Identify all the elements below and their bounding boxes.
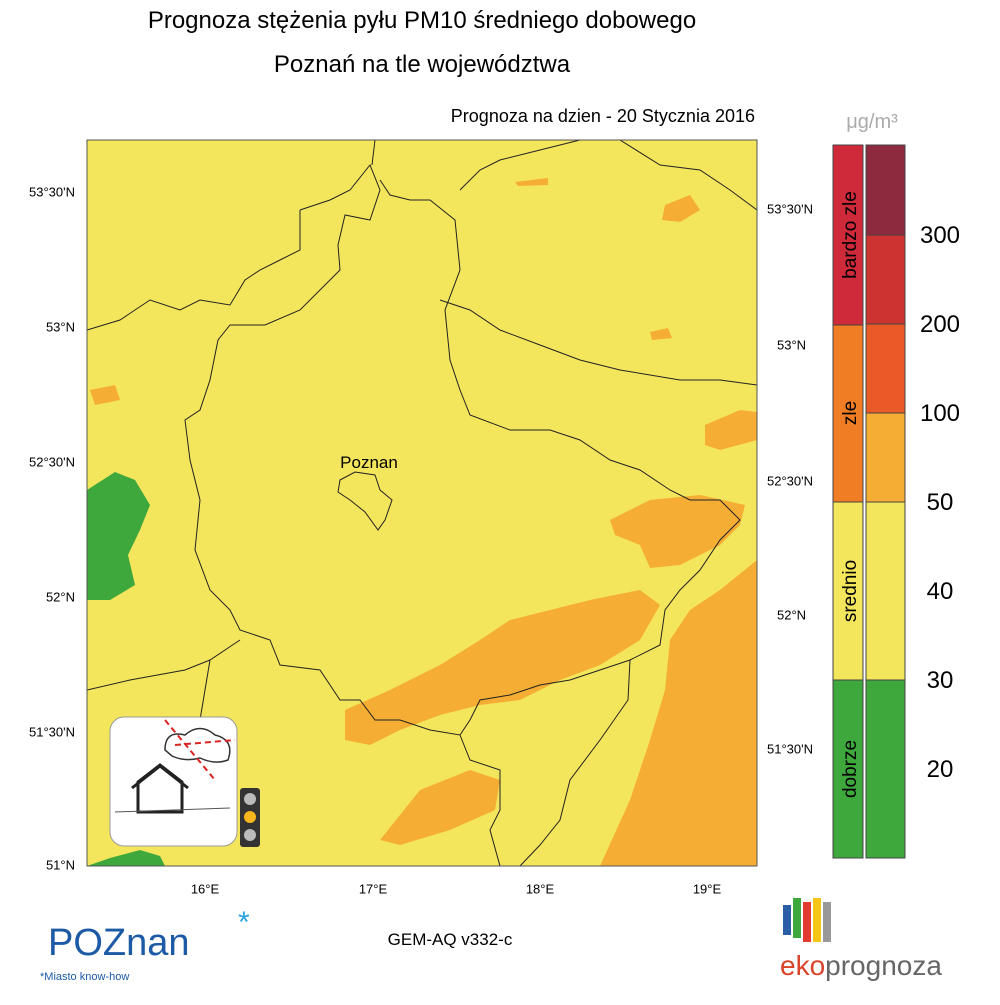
orange-zone	[515, 178, 548, 186]
legend-band	[832, 679, 864, 859]
orange-zone	[380, 770, 500, 845]
legend-value: 40	[927, 578, 954, 605]
subtitle: Poznań na tle województwa	[274, 51, 571, 78]
lon-label: 16°E	[191, 881, 220, 896]
model-label: GEM-AQ v332-c	[388, 930, 513, 949]
legend-value: 200	[920, 311, 960, 338]
lat-label: 52°30'N	[767, 473, 813, 488]
legend-band	[865, 501, 906, 681]
orange-zone	[662, 195, 700, 222]
weather-icon	[109, 716, 260, 847]
region-border	[459, 734, 501, 866]
map: 53°30'N 53°N 52°30'N 52°N 51°30'N 51°N 5…	[29, 139, 813, 896]
eko-logo-part: eko	[780, 950, 825, 981]
lat-label: 53°N	[777, 337, 806, 352]
legend-value: 50	[927, 489, 954, 516]
orange-zone	[600, 560, 757, 866]
legend-value: 100	[920, 400, 960, 427]
green-zone	[87, 850, 165, 866]
region-border	[459, 140, 581, 191]
eko-logo-part: prognoza	[825, 950, 942, 981]
eko-icon	[783, 898, 831, 942]
legend-band	[865, 144, 906, 236]
lat-label: 53°30'N	[767, 201, 813, 216]
legend-unit: μg/m³	[846, 111, 898, 133]
forecast-date: Prognoza na dzien - 20 Stycznia 2016	[451, 106, 755, 126]
orange-zone	[345, 590, 660, 745]
legend-band	[832, 501, 864, 681]
city-border	[337, 471, 393, 531]
legend-band	[832, 144, 864, 326]
orange-zone	[90, 385, 120, 405]
region-border	[87, 210, 301, 331]
orange-zone	[650, 328, 672, 340]
legend: μg/m³ bardzo zle zle srednio dobrze 300 …	[832, 111, 960, 859]
legend-band	[865, 412, 906, 503]
poznan-star: *	[238, 906, 250, 939]
legend-value: 30	[927, 667, 954, 694]
legend-band	[865, 234, 906, 325]
legend-band	[865, 679, 906, 859]
legend-value: 20	[927, 756, 954, 783]
orange-zone	[705, 410, 757, 450]
region-border	[619, 140, 757, 211]
city-label: Poznan	[340, 453, 398, 472]
lon-label: 19°E	[693, 881, 722, 896]
lat-label: 53°30'N	[29, 184, 75, 199]
region-border	[439, 299, 757, 386]
legend-category: zle	[840, 401, 861, 425]
poznan-tagline: *Miasto know-how	[40, 971, 129, 983]
legend-band	[865, 323, 906, 414]
lat-label: 52°30'N	[29, 454, 75, 469]
eko-logo: ekoprognoza	[780, 950, 942, 981]
lat-label: 52°N	[46, 589, 75, 604]
legend-category: dobrze	[840, 740, 861, 798]
legend-band	[832, 324, 864, 503]
lat-label: 51°30'N	[767, 741, 813, 756]
legend-category: bardzo zle	[840, 191, 861, 279]
orange-zone	[610, 495, 745, 568]
legend-value: 300	[920, 222, 960, 249]
region-border	[519, 659, 631, 866]
lon-label: 18°E	[526, 881, 555, 896]
footer: POZnan * *Miasto know-how GEM-AQ v332-c …	[40, 898, 942, 983]
lat-label: 51°N	[46, 857, 75, 872]
region-border	[87, 639, 241, 691]
lat-label: 53°N	[46, 319, 75, 334]
green-zone	[87, 472, 150, 600]
map-frame	[86, 139, 758, 867]
legend-category: srednio	[840, 560, 861, 622]
lat-label: 51°30'N	[29, 724, 75, 739]
region-border	[371, 140, 376, 166]
poznan-logo: POZnan	[48, 922, 190, 964]
lat-label: 52°N	[777, 607, 806, 622]
title: Prognoza stężenia pyłu PM10 średniego do…	[148, 7, 696, 34]
lon-label: 17°E	[359, 881, 388, 896]
